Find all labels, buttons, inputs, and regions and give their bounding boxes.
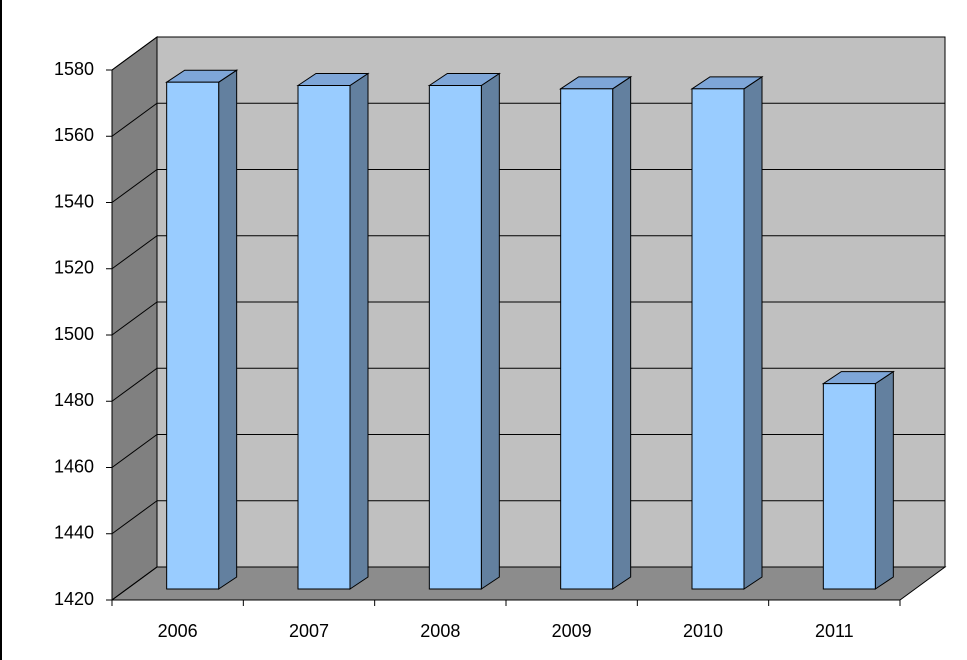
grid-line-side bbox=[111, 169, 158, 203]
grid-line-side bbox=[111, 500, 158, 535]
y-tick-label: 1560 bbox=[54, 125, 94, 145]
x-tick-label: 2006 bbox=[158, 621, 198, 641]
y-tick-label: 1480 bbox=[54, 390, 94, 410]
y-tick-label: 1520 bbox=[54, 258, 94, 278]
bar-side bbox=[480, 72, 500, 590]
grid-line-side bbox=[111, 102, 158, 137]
x-tick-label: 2011 bbox=[815, 621, 854, 641]
y-tick-label: 1460 bbox=[54, 456, 94, 476]
bar bbox=[428, 85, 482, 590]
bar-side bbox=[218, 69, 238, 590]
bar-side bbox=[874, 370, 894, 590]
bar bbox=[166, 81, 220, 590]
bar bbox=[560, 88, 614, 590]
x-tick-label: 2009 bbox=[552, 621, 592, 641]
y-tick-label: 1580 bbox=[54, 59, 94, 79]
bar bbox=[691, 88, 745, 590]
bar-side bbox=[612, 75, 632, 590]
grid-line-side bbox=[111, 434, 158, 468]
grid-line-side bbox=[111, 301, 158, 336]
x-tick-label: 2007 bbox=[289, 621, 329, 641]
bar bbox=[297, 85, 351, 590]
y-tick-label: 1540 bbox=[54, 191, 94, 211]
y-tick-label: 1500 bbox=[54, 324, 94, 344]
grid-line-side bbox=[111, 36, 158, 71]
bar-side bbox=[349, 72, 369, 590]
bar bbox=[822, 383, 876, 590]
y-tick-label: 1440 bbox=[54, 523, 94, 543]
x-tick-label: 2010 bbox=[683, 621, 723, 641]
grid-line-side bbox=[111, 566, 158, 601]
bar-side bbox=[743, 75, 763, 590]
x-tick-label: 2008 bbox=[420, 621, 460, 641]
y-tick-label: 1420 bbox=[54, 589, 94, 609]
grid-line-side bbox=[111, 367, 158, 402]
grid-line-side bbox=[111, 235, 158, 270]
